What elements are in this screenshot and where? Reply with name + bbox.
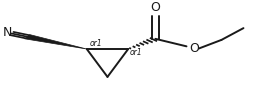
Polygon shape	[25, 35, 87, 49]
Text: or1: or1	[89, 39, 102, 48]
Text: O: O	[150, 1, 160, 14]
Text: or1: or1	[130, 48, 142, 57]
Text: O: O	[189, 42, 199, 55]
Text: N: N	[3, 26, 12, 39]
